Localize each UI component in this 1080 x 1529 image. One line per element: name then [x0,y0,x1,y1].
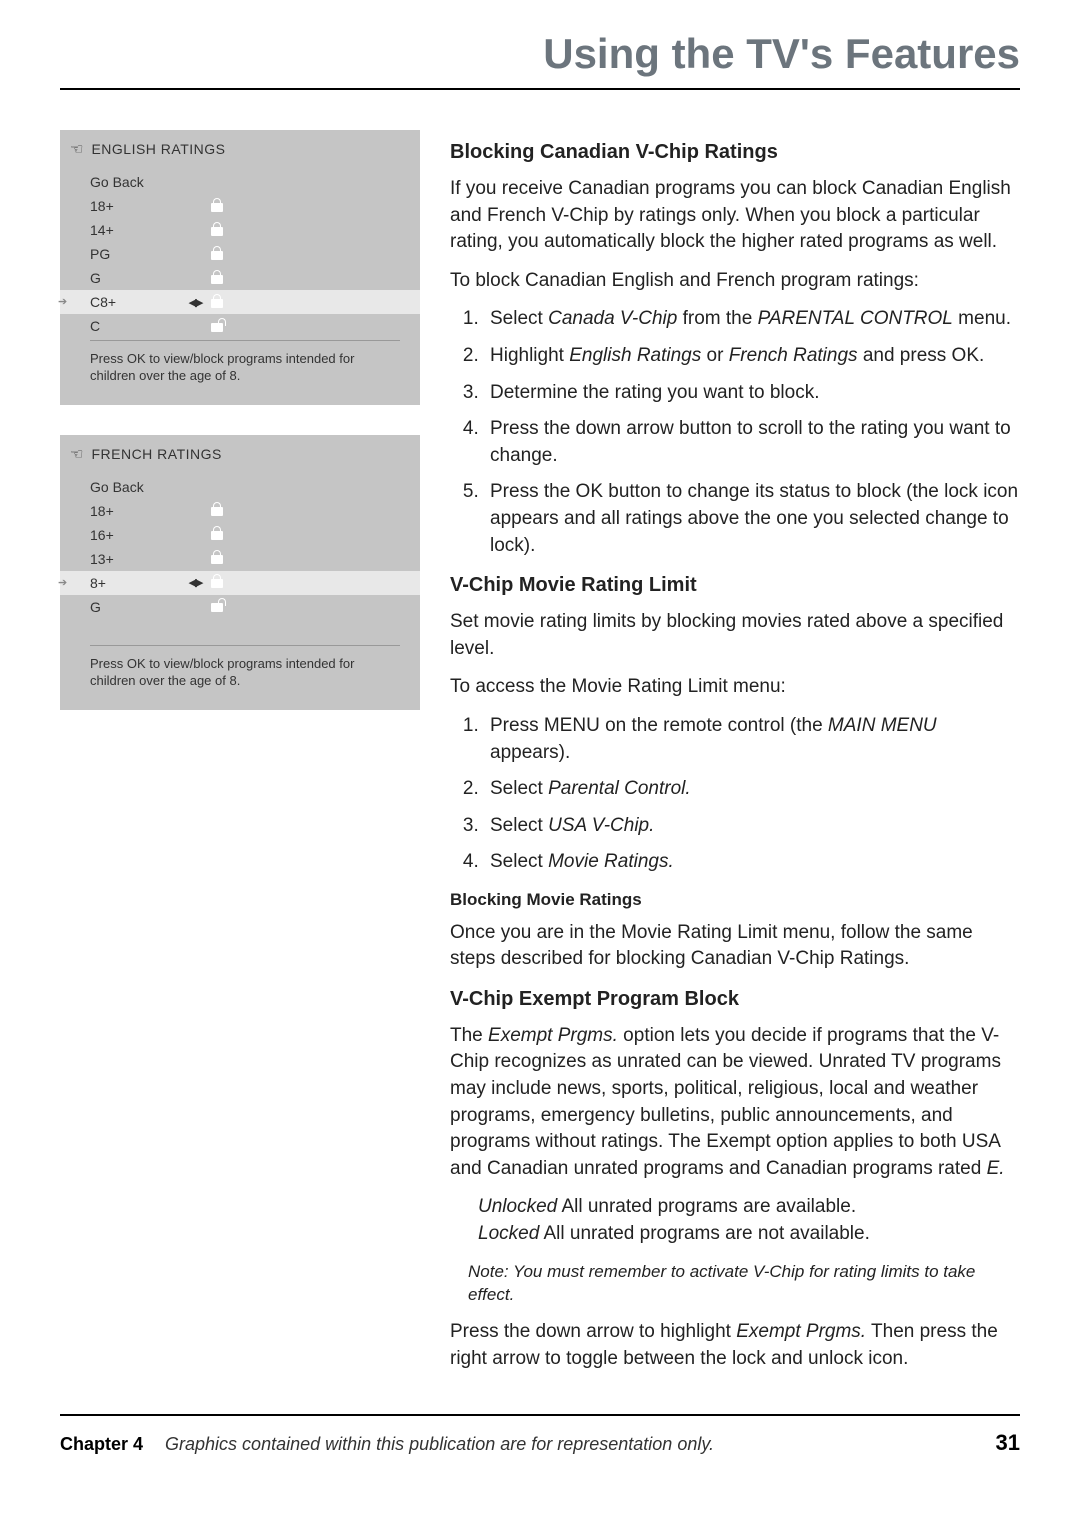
rating-row[interactable]: 18+ [60,194,420,218]
heading-blocking-movie: Blocking Movie Ratings [450,888,1020,912]
rating-row[interactable]: PG [60,242,420,266]
step-item: Highlight English Ratings or French Rati… [484,343,1020,370]
lock-icon [210,222,240,239]
page-number: 31 [996,1430,1020,1456]
panel-divider [90,340,400,341]
unlock-icon [210,598,240,615]
panel-header: ☜ ENGLISH RATINGS [60,130,420,166]
rating-row[interactable]: 16+ [60,523,420,547]
rating-row[interactable]: 13+ [60,547,420,571]
rating-row[interactable]: C [60,314,420,338]
para: The Exempt Prgms. option lets you decide… [450,1023,1020,1183]
panel-body: Go Back 18+16+13+➔8+◀▶G Press OK to view… [60,471,420,710]
content-area: ☜ ENGLISH RATINGS Go Back 18+14+PGG➔C8+◀… [60,130,1020,1384]
unlock-icon [210,318,240,335]
unlocked-text: All unrated programs are available. [557,1196,856,1217]
rating-label: C8+ [90,294,180,310]
rating-label: 16+ [90,527,180,543]
row-indicator-arrow-icon: ➔ [58,576,67,589]
menu-header-icon: ☜ [70,140,83,158]
rating-row[interactable]: G [60,595,420,619]
rating-label: 8+ [90,575,180,591]
rating-row[interactable]: 18+ [60,499,420,523]
lock-icon [210,502,240,519]
page-footer: Chapter 4 Graphics contained within this… [60,1414,1020,1456]
unlocked-label: Unlocked [478,1196,557,1217]
left-right-arrows-icon: ◀▶ [180,576,210,589]
step-item: Determine the rating you want to block. [484,380,1020,407]
lock-icon [210,246,240,263]
rating-label: 18+ [90,198,180,214]
step-item: Select Canada V-Chip from the PARENTAL C… [484,306,1020,333]
panel-title: ENGLISH RATINGS [91,141,225,157]
para: To block Canadian English and French pro… [450,268,1020,295]
step-item: Press the OK button to change its status… [484,479,1020,559]
right-column: Blocking Canadian V-Chip Ratings If you … [450,130,1020,1384]
para: To access the Movie Rating Limit menu: [450,674,1020,701]
panel-body: Go Back 18+14+PGG➔C8+◀▶C Press OK to vie… [60,166,420,405]
rating-row[interactable]: 14+ [60,218,420,242]
left-right-arrows-icon: ◀▶ [180,296,210,309]
go-back-label: Go Back [90,174,180,190]
french-ratings-panel: ☜ FRENCH RATINGS Go Back 18+16+13+➔8+◀▶G… [60,435,420,710]
footer-caption: Graphics contained within this publicati… [165,1434,973,1455]
para: If you receive Canadian programs you can… [450,176,1020,256]
page-title: Using the TV's Features [60,30,1020,90]
rating-label: PG [90,246,180,262]
note: Note: You must remember to activate V-Ch… [450,1260,1020,1308]
unlocked-locked-block: Unlocked All unrated programs are availa… [450,1194,1020,1247]
para: Press the down arrow to highlight Exempt… [450,1319,1020,1372]
panel-header: ☜ FRENCH RATINGS [60,435,420,471]
chapter-label: Chapter 4 [60,1434,143,1455]
step-item: Select USA V-Chip. [484,813,1020,840]
go-back-row[interactable]: Go Back [60,475,420,499]
lock-icon [210,294,240,311]
panel-divider [90,645,400,646]
panel-help: Press OK to view/block programs intended… [60,343,420,401]
rating-label: G [90,270,180,286]
locked-label: Locked [478,1223,539,1244]
left-column: ☜ ENGLISH RATINGS Go Back 18+14+PGG➔C8+◀… [60,130,420,1384]
lock-icon [210,270,240,287]
rating-row[interactable]: G [60,266,420,290]
lock-icon [210,574,240,591]
english-ratings-panel: ☜ ENGLISH RATINGS Go Back 18+14+PGG➔C8+◀… [60,130,420,405]
para: Once you are in the Movie Rating Limit m… [450,920,1020,973]
go-back-row[interactable]: Go Back [60,170,420,194]
heading-exempt: V-Chip Exempt Program Block [450,985,1020,1013]
steps-list: Press MENU on the remote control (the MA… [474,713,1020,876]
lock-icon [210,550,240,567]
row-indicator-arrow-icon: ➔ [58,295,67,308]
locked-text: All unrated programs are not available. [539,1223,870,1244]
para: Set movie rating limits by blocking movi… [450,609,1020,662]
rating-label: G [90,599,180,615]
heading-movie-rating: V-Chip Movie Rating Limit [450,571,1020,599]
rating-label: 14+ [90,222,180,238]
step-item: Press the down arrow button to scroll to… [484,416,1020,469]
lock-icon [210,526,240,543]
step-item: Press MENU on the remote control (the MA… [484,713,1020,766]
rating-label: 13+ [90,551,180,567]
go-back-label: Go Back [90,479,180,495]
heading-canadian-vchip: Blocking Canadian V-Chip Ratings [450,138,1020,166]
rating-row[interactable]: 8+◀▶ [60,571,420,595]
rating-label: 18+ [90,503,180,519]
panel-help: Press OK to view/block programs intended… [60,648,420,706]
panel-title: FRENCH RATINGS [91,446,221,462]
steps-list: Select Canada V-Chip from the PARENTAL C… [474,306,1020,559]
step-item: Select Parental Control. [484,776,1020,803]
menu-header-icon: ☜ [70,445,83,463]
step-item: Select Movie Ratings. [484,849,1020,876]
rating-label: C [90,318,180,334]
rating-row[interactable]: C8+◀▶ [60,290,420,314]
lock-icon [210,198,240,215]
